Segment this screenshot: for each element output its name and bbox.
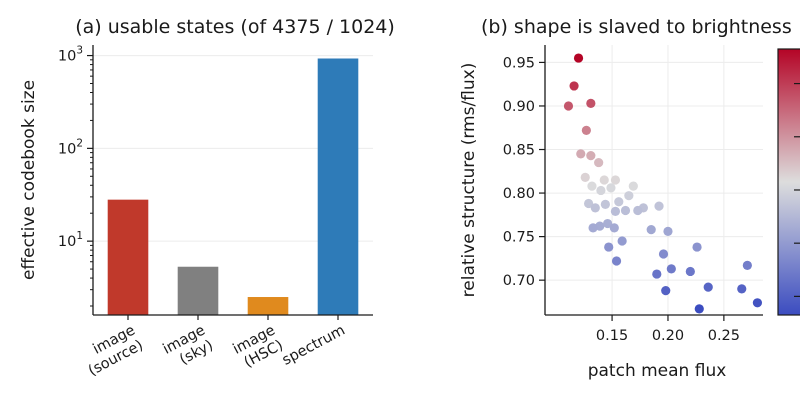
bar	[107, 199, 149, 315]
x-tick-label: 0.15	[596, 328, 628, 344]
scatter-point	[610, 206, 621, 216]
scatter-point	[587, 181, 597, 191]
y-tick-label: 0.80	[503, 186, 535, 202]
scatter-point	[569, 81, 579, 91]
scatter-point	[742, 260, 752, 270]
x-tick-label: image(sky)	[160, 322, 215, 372]
scatter-point	[581, 125, 591, 135]
scatter-point	[620, 205, 631, 216]
bar	[317, 58, 359, 316]
scatter-point	[610, 175, 621, 185]
scatter-point	[663, 226, 673, 236]
colorbar	[777, 48, 800, 316]
panel-a-usable-states: image(source) image(sky) image(HSC)spectru…	[19, 16, 395, 379]
scatter-point	[694, 304, 704, 314]
bar	[247, 297, 289, 315]
x-tick-label-line: spectrum	[280, 322, 348, 368]
scatter-point	[606, 183, 616, 193]
scatter-point	[685, 266, 695, 277]
y-tick-label: 102	[58, 137, 83, 157]
scatter-point	[586, 98, 596, 108]
y-tick-base: 10	[58, 49, 76, 65]
scatter-point	[692, 242, 702, 252]
scatter-point	[614, 197, 624, 207]
scatter-point	[752, 298, 763, 308]
scatter-point	[590, 203, 600, 213]
y-tick-base: 10	[58, 234, 76, 250]
scatter-point	[652, 269, 662, 279]
scatter-point	[737, 284, 747, 294]
scatter-point	[703, 282, 713, 292]
scatter-point	[599, 175, 609, 185]
scatter-point	[654, 201, 664, 211]
y-tick-label: 0.75	[503, 230, 535, 246]
y-tick-label: 0.70	[503, 273, 535, 289]
scatter-point	[576, 149, 586, 159]
scatter-point	[596, 185, 606, 196]
x-tick-label: 0.20	[652, 328, 684, 344]
scatter-point	[604, 242, 614, 252]
y-tick-base: 10	[58, 141, 76, 157]
scatter-point	[624, 191, 634, 201]
scatter-point	[658, 249, 669, 259]
scatter-point	[628, 181, 638, 191]
chart-title: (a) usable states (of 4375 / 1024)	[75, 16, 395, 38]
scatter-point	[646, 225, 656, 235]
scatter-point	[580, 172, 590, 182]
bar	[177, 266, 219, 315]
y-tick-label: 0.95	[503, 55, 535, 71]
scatter-point	[609, 223, 619, 233]
y-tick-exponent: 2	[76, 137, 83, 149]
y-tick-label: 101	[58, 230, 83, 250]
scatter-point	[573, 53, 584, 63]
x-tick-label: image(source)	[78, 322, 146, 379]
scatter-point	[661, 286, 671, 296]
y-tick-exponent: 1	[76, 230, 83, 242]
scatter-point	[584, 198, 594, 209]
y-tick-label: 0.90	[503, 99, 535, 115]
scatter-point	[586, 151, 596, 161]
panel-b-shape-vs-brightness: 0.15 0.20 0.25 0.70 0.75 0.80 0.85 0.90 0.95 (b) …	[459, 16, 800, 381]
x-axis-label: patch mean flux	[588, 361, 727, 381]
scatter-point	[666, 264, 676, 274]
y-axis-label: effective codebook size	[19, 80, 39, 280]
x-tick-label: image(HSC)	[230, 322, 285, 372]
x-tick-label: 0.25	[708, 328, 740, 344]
y-tick-label: 103	[58, 45, 83, 65]
x-tick-label: spectrum	[280, 322, 348, 368]
y-tick-label: 0.85	[503, 143, 535, 159]
scatter-point	[588, 223, 598, 233]
y-tick-exponent: 3	[76, 45, 83, 57]
scatter-point	[603, 218, 613, 229]
scatter-point	[563, 101, 574, 111]
scatter-point	[633, 205, 643, 216]
y-axis-label: relative structure (rms/flux)	[459, 63, 479, 298]
chart-title: (b) shape is slaved to brightness	[481, 16, 792, 38]
scatter-point	[617, 236, 627, 246]
scatter-point	[594, 157, 604, 168]
scatter-point	[600, 199, 610, 209]
scatter-point	[611, 256, 622, 266]
